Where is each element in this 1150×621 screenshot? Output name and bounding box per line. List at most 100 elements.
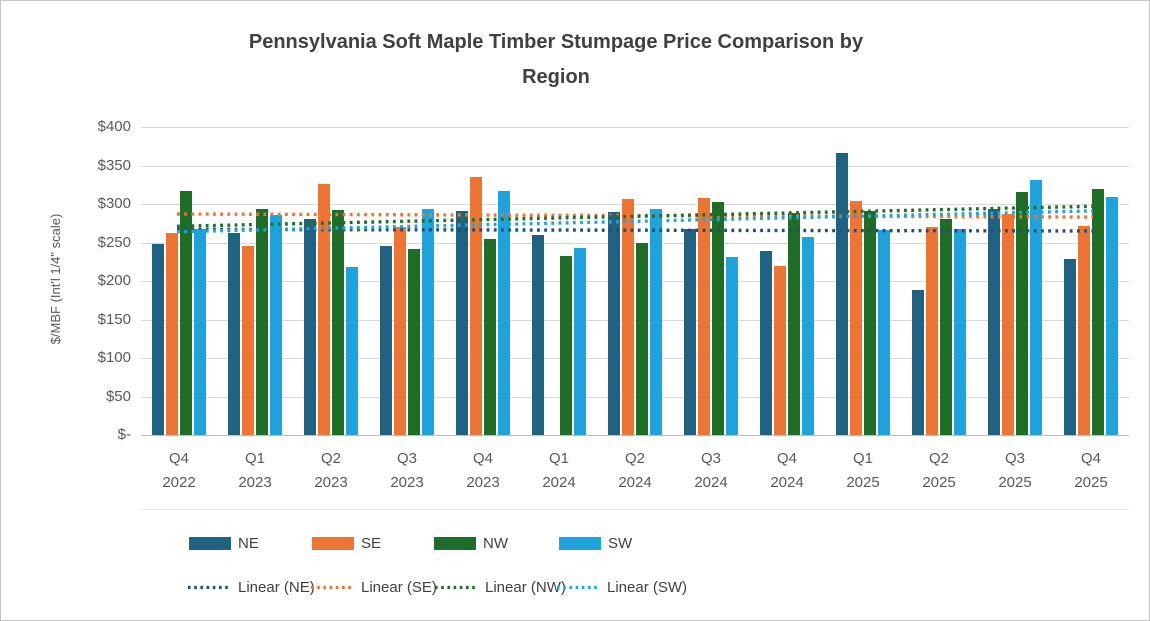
bar-nw-q3-2024 — [712, 202, 724, 435]
bar-sw-q1-2023 — [270, 214, 282, 435]
x-tick-year: 2025 — [846, 474, 880, 491]
bar-se-q3-2025 — [1002, 214, 1014, 435]
x-axis-line — [141, 435, 1129, 436]
x-axis-category-labels: Q4 2022 Q1 2023 Q2 2023 Q3 2023 Q4 2023 Q1 2024 Q2 20… — [141, 447, 1129, 495]
x-tick-label-q4-2022: Q4 2022 — [141, 447, 217, 495]
x-tick-quarter: Q1 — [852, 450, 873, 467]
x-tick-label-q4-2024: Q4 2024 — [749, 447, 825, 495]
y-tick-label: $100 — [97, 349, 131, 366]
legend-dotted-swatch-linear-se — [311, 585, 354, 589]
x-tick-label-q3-2025: Q3 2025 — [977, 447, 1053, 495]
y-tick-label: $200 — [97, 272, 131, 289]
y-tick-label: $300 — [97, 195, 131, 212]
x-tick-quarter: Q1 — [244, 450, 265, 467]
bar-group-q4-2022 — [141, 127, 217, 435]
bar-group-q3-2023 — [369, 127, 445, 435]
bar-nw-q1-2023 — [256, 209, 268, 435]
bar-sw-q4-2024 — [802, 237, 814, 435]
bar-ne-q3-2023 — [380, 245, 392, 435]
x-tick-label-q3-2024: Q3 2024 — [673, 447, 749, 495]
bar-sw-q4-2022 — [194, 228, 206, 435]
x-tick-label-q1-2023: Q1 2023 — [217, 447, 293, 495]
gridline — [141, 127, 1129, 128]
bar-sw-q2-2023 — [346, 267, 358, 435]
y-tick-label: $150 — [97, 310, 131, 328]
bar-ne-q3-2025 — [988, 209, 1000, 435]
legend-label-linear-sw: Linear (SW) — [607, 578, 688, 596]
bar-ne-q4-2025 — [1064, 258, 1076, 435]
legend-label-ne: NE — [238, 534, 259, 552]
x-tick-label-q3-2023: Q3 2023 — [369, 447, 445, 495]
bar-group-q1-2025 — [825, 127, 901, 435]
bar-nw-q2-2023 — [332, 210, 344, 435]
gridline — [141, 242, 1129, 244]
x-tick-quarter: Q3 — [1004, 450, 1025, 467]
chart-title: Pennsylvania Soft Maple Timber Stumpage … — [206, 25, 906, 95]
x-tick-label-q1-2024: Q1 2024 — [521, 447, 597, 495]
x-tick-year: 2024 — [542, 474, 576, 491]
y-tick-label: $400 — [97, 118, 131, 135]
gridline — [141, 281, 1129, 282]
legend-item-se: SE — [312, 534, 381, 552]
bar-ne-q1-2025 — [836, 153, 848, 435]
y-tick-label: $50 — [105, 387, 131, 405]
legend-item-linear-nw: Linear (NW) — [434, 578, 566, 596]
bar-ne-q1-2023 — [228, 233, 240, 435]
bar-sw-q3-2023 — [422, 208, 434, 435]
legend-label-linear-ne: Linear (NE) — [238, 578, 315, 596]
x-tick-label-q1-2025: Q1 2025 — [825, 447, 901, 495]
bar-se-q1-2023 — [242, 245, 254, 435]
y-tick-label: $- — [117, 426, 131, 443]
bar-se-q4-2024 — [774, 266, 786, 435]
bar-ne-q1-2024 — [532, 234, 544, 435]
bar-sw-q2-2024 — [650, 208, 662, 435]
bar-sw-q1-2025 — [878, 230, 890, 435]
bar-nw-q3-2025 — [1016, 192, 1028, 435]
legend-label-linear-nw: Linear (NW) — [485, 578, 566, 596]
axis-area-divider — [141, 509, 1129, 510]
bar-ne-q4-2022 — [152, 244, 164, 435]
x-tick-quarter: Q4 — [776, 450, 797, 467]
legend-dotted-swatch-linear-sw — [557, 585, 600, 589]
legend-item-linear-ne: Linear (NE) — [187, 578, 315, 596]
bar-se-q2-2025 — [926, 227, 938, 435]
bar-nw-q1-2025 — [864, 210, 876, 435]
gridline — [141, 204, 1129, 205]
y-tick-label: $250 — [97, 233, 131, 251]
bar-nw-q3-2023 — [408, 248, 420, 435]
bar-ne-q2-2025 — [912, 290, 924, 435]
bar-ne-q4-2023 — [456, 210, 468, 435]
bar-sw-q1-2024 — [574, 247, 586, 435]
bar-sw-q3-2025 — [1030, 180, 1042, 435]
x-tick-quarter: Q3 — [396, 450, 417, 467]
bar-ne-q2-2023 — [304, 218, 316, 435]
x-tick-year: 2023 — [466, 474, 500, 491]
bar-se-q3-2023 — [394, 227, 406, 435]
bar-nw-q2-2024 — [636, 242, 648, 435]
bar-se-q1-2025 — [850, 200, 862, 435]
x-tick-quarter: Q2 — [320, 450, 341, 467]
chart-title-line1: Pennsylvania Soft Maple Timber Stumpage … — [248, 31, 864, 53]
bar-se-q2-2023 — [318, 183, 330, 435]
y-tick-label: $350 — [97, 156, 131, 174]
x-tick-label-q2-2025: Q2 2025 — [901, 447, 977, 495]
x-tick-quarter: Q4 — [1080, 450, 1101, 467]
bar-nw-q2-2025 — [940, 218, 952, 435]
x-tick-year: 2024 — [694, 474, 728, 491]
x-tick-quarter: Q3 — [700, 450, 721, 467]
bar-se-q3-2024 — [698, 197, 710, 435]
plot-area — [141, 127, 1129, 436]
legend-swatch-nw — [434, 536, 476, 550]
bar-nw-q4-2024 — [788, 213, 800, 435]
bar-se-q4-2025 — [1078, 226, 1090, 435]
legend-item-linear-sw: Linear (SW) — [556, 578, 687, 596]
bar-series-container — [141, 127, 1129, 435]
x-tick-year: 2023 — [390, 474, 424, 491]
bar-nw-q1-2024 — [560, 256, 572, 435]
x-tick-quarter: Q1 — [548, 450, 569, 467]
bar-sw-q3-2024 — [726, 257, 738, 435]
legend-item-linear-se: Linear (SE) — [310, 578, 437, 596]
bar-group-q4-2025 — [1053, 127, 1129, 435]
bar-group-q4-2024 — [749, 127, 825, 435]
x-tick-label-q4-2025: Q4 2025 — [1053, 447, 1129, 495]
